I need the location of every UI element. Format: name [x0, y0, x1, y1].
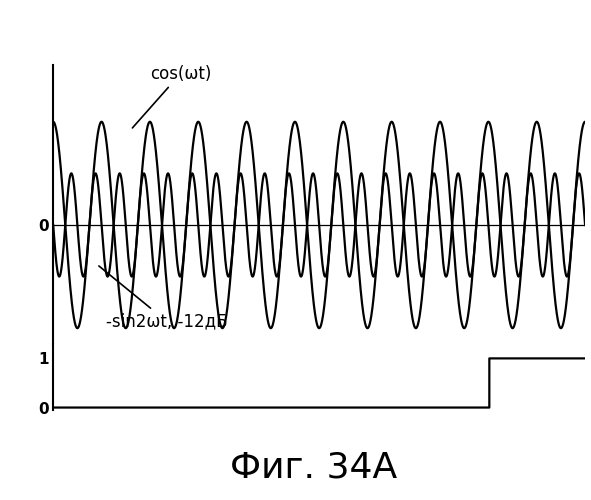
Text: -sin2ωt, -12дБ: -sin2ωt, -12дБ — [99, 266, 228, 330]
Text: Фиг. 34А: Фиг. 34А — [230, 450, 397, 484]
Text: cos(ωt): cos(ωt) — [132, 64, 211, 128]
